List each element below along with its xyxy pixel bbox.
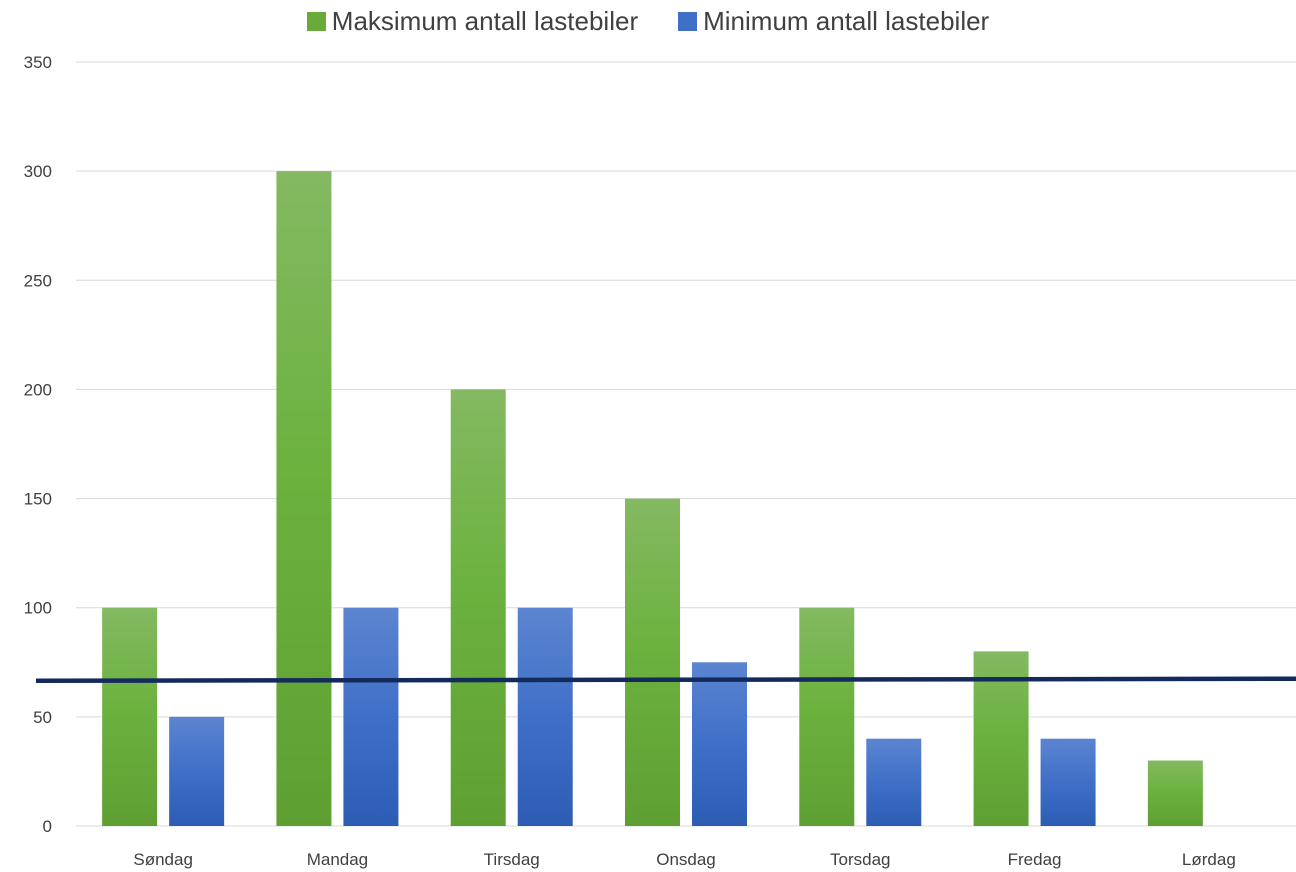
legend-swatch-min	[678, 11, 698, 31]
legend-swatch-max	[306, 11, 326, 31]
bar-min	[169, 716, 225, 826]
reference-line	[35, 676, 1296, 683]
bar-min	[1040, 738, 1096, 826]
y-tick-label: 50	[33, 708, 52, 727]
x-category-label: Søndag	[133, 850, 193, 869]
bar-min	[343, 607, 399, 826]
bar-max	[625, 498, 680, 826]
bar-max	[450, 389, 506, 826]
bar-max	[276, 171, 332, 827]
x-category-label: Onsdag	[656, 850, 716, 869]
y-tick-label: 100	[24, 599, 52, 618]
x-category-label: Fredag	[1008, 850, 1062, 869]
bar-min	[517, 607, 573, 826]
x-category-label: Torsdag	[830, 850, 890, 869]
bar-max	[102, 607, 158, 826]
y-axis-ticks: 0 50 100 150 200 250 300 350	[24, 53, 52, 836]
x-axis-categories: Søndag Mandag Tirsdag Onsdag Torsdag Fredag Lø…	[133, 850, 1235, 869]
bar-min	[692, 662, 747, 826]
chart-legend: Maksimum antall lastebiler Minimum antal…	[0, 4, 1296, 38]
y-tick-label: 200	[24, 380, 52, 399]
y-tick-label: 0	[43, 817, 52, 836]
bar-min	[866, 738, 922, 826]
y-tick-label: 350	[24, 53, 52, 72]
bars	[102, 171, 1203, 827]
y-tick-label: 150	[24, 490, 52, 509]
x-category-label: Lørdag	[1182, 850, 1236, 869]
legend-item-min: Minimum antall lastebiler	[678, 6, 989, 37]
reference-line-group	[35, 676, 1296, 683]
y-tick-label: 250	[24, 271, 52, 290]
y-tick-label: 300	[24, 162, 52, 181]
bar-max	[1147, 760, 1203, 826]
legend-label-min: Minimum antall lastebiler	[703, 5, 990, 36]
x-category-label: Tirsdag	[484, 850, 540, 869]
x-category-label: Mandag	[307, 850, 368, 869]
bar-max	[799, 607, 855, 826]
legend-label-max: Maksimum antall lastebiler	[331, 5, 639, 36]
grid-lines	[76, 61, 1296, 827]
legend-item-max: Maksimum antall lastebiler	[306, 5, 639, 37]
